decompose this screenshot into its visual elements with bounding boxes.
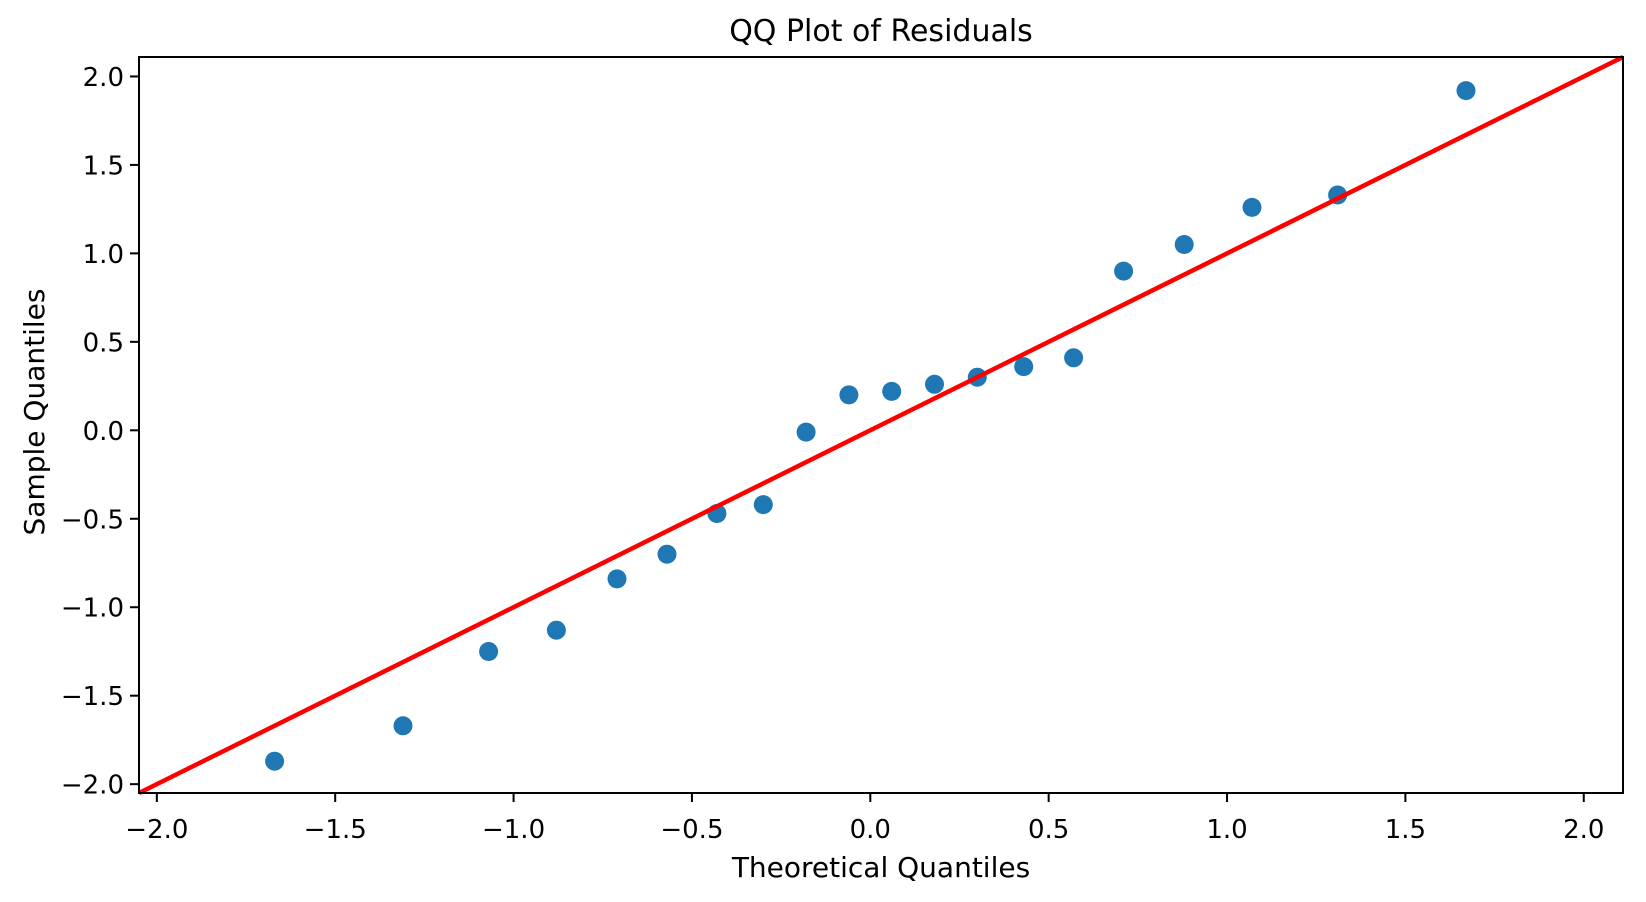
y-tick-label: −1.0 bbox=[61, 594, 124, 624]
scatter-point bbox=[753, 495, 773, 515]
y-tick-label: 0.5 bbox=[83, 328, 124, 358]
scatter-point bbox=[607, 569, 627, 589]
scatter-point bbox=[796, 422, 816, 442]
y-tick-label: 1.5 bbox=[83, 151, 124, 181]
scatter-point bbox=[925, 374, 944, 394]
scatter-point bbox=[1242, 197, 1262, 217]
y-tick-label: 2.0 bbox=[83, 63, 124, 93]
y-tick-label: −1.5 bbox=[61, 682, 124, 712]
x-tick-label: 1.5 bbox=[1385, 815, 1426, 845]
scatter-point bbox=[265, 751, 285, 771]
x-tick-label: 2.0 bbox=[1563, 815, 1604, 845]
y-tick-label: 0.0 bbox=[83, 417, 124, 447]
x-axis-label: Theoretical Quantiles bbox=[731, 851, 1030, 884]
x-tick-label: −1.0 bbox=[482, 815, 545, 845]
y-tick-label: −0.5 bbox=[61, 505, 124, 535]
scatter-point bbox=[1064, 348, 1084, 368]
scatter-point bbox=[1456, 81, 1476, 101]
y-tick-label: −2.0 bbox=[61, 771, 124, 801]
plot-axes-group: −2.0 −1.5 −1.0 −0.5 0.0 0.5 1.0 1.5 2.0 −2.0 −1.5 −… bbox=[61, 54, 1624, 845]
scatter-point bbox=[882, 381, 902, 401]
scatter-point bbox=[546, 620, 566, 640]
scatter-point bbox=[1014, 357, 1034, 377]
scatter-point bbox=[1174, 235, 1194, 254]
scatter-point bbox=[1114, 261, 1134, 281]
scatter-point bbox=[393, 716, 413, 736]
x-tick-label: 0.0 bbox=[850, 815, 891, 845]
reference-line bbox=[138, 54, 1624, 796]
x-tick-label: −0.5 bbox=[660, 815, 723, 845]
x-tick-label: −2.0 bbox=[125, 815, 188, 845]
x-tick-label: −1.5 bbox=[304, 815, 367, 845]
plot-frame bbox=[138, 56, 1624, 794]
x-tick-label: 1.0 bbox=[1206, 815, 1247, 845]
chart-title: QQ Plot of Residuals bbox=[729, 14, 1033, 49]
scatter-point bbox=[657, 544, 677, 564]
scatter-point bbox=[839, 385, 859, 405]
y-tick-label: 1.0 bbox=[83, 240, 124, 270]
y-axis-label: Sample Quantiles bbox=[18, 289, 51, 536]
x-tick-label: 0.5 bbox=[1028, 815, 1069, 845]
scatter-point bbox=[479, 642, 499, 661]
